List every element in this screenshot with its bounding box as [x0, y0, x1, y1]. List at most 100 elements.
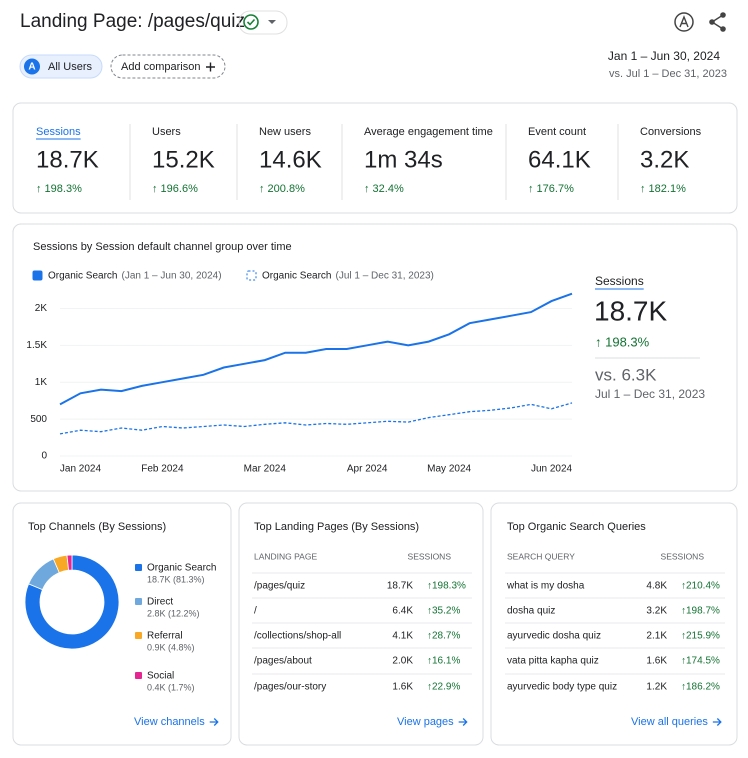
- pages-card: [238, 502, 484, 746]
- link[interactable]: View pages: [397, 716, 454, 728]
- row-name[interactable]: /collections/shop-all: [254, 631, 341, 642]
- row-value: 1.6K: [392, 682, 413, 693]
- y-tick-label: 1.5K: [26, 340, 47, 351]
- value-label: 18.7K (81.3%): [147, 574, 205, 584]
- chart-card: [12, 223, 738, 492]
- row-value: 6.4K: [392, 606, 413, 617]
- row-name[interactable]: /pages/our-story: [254, 682, 326, 693]
- column-header: SESSIONS: [661, 551, 705, 561]
- metric-value: 14.6K: [259, 146, 322, 173]
- summary-label[interactable]: Sessions: [595, 274, 644, 288]
- row-value: 4.8K: [646, 581, 667, 592]
- metric-change: ↑ 198.3%: [36, 183, 82, 195]
- metric-change: ↑ 196.6%: [152, 183, 198, 195]
- row-name[interactable]: ayurvedic body type quiz: [507, 682, 617, 693]
- row-name[interactable]: what is my dosha: [506, 581, 585, 592]
- insights-icon[interactable]: [674, 12, 694, 32]
- segment-chip[interactable]: [19, 54, 103, 79]
- segment-badge: A: [28, 62, 35, 73]
- add-comparison[interactable]: [110, 54, 226, 79]
- column-header: SESSIONS: [408, 551, 452, 561]
- metric-value: 3.2K: [640, 146, 689, 173]
- link-arrow: [712, 718, 722, 726]
- row-value: 4.1K: [392, 631, 413, 642]
- row-change: ↑174.5%: [681, 656, 720, 667]
- legend-swatch: [135, 672, 142, 679]
- status-dropdown[interactable]: [238, 10, 288, 35]
- row-change: ↑210.4%: [681, 581, 720, 592]
- metrics: Sessions 18.7K ↑ 198.3% Users 15.2K ↑ 196.6% N…: [36, 124, 702, 200]
- row-value: 1.6K: [646, 656, 667, 667]
- metrics-card: [12, 102, 738, 214]
- metric-label[interactable]: New users: [259, 126, 311, 138]
- row-change: ↑198.7%: [681, 606, 720, 617]
- queries-card: [490, 502, 738, 746]
- metric-value: 64.1K: [528, 146, 591, 173]
- link[interactable]: View channels: [134, 716, 205, 728]
- table-title: Top Organic Search Queries: [507, 521, 646, 533]
- metric-label[interactable]: Event count: [528, 126, 586, 138]
- pie-slice: [24, 554, 120, 650]
- date-range: Jan 1 – Jun 30, 2024: [608, 49, 720, 63]
- legend-period: (Jan 1 – Jun 30, 2024): [121, 271, 221, 282]
- row-change: ↑22.9%: [427, 682, 460, 693]
- metric-label[interactable]: Conversions: [640, 126, 702, 138]
- row-change: ↑215.9%: [681, 631, 720, 642]
- metric-value: 15.2K: [152, 146, 215, 173]
- x-tick-label: Mar 2024: [244, 464, 287, 475]
- row-value: 2.0K: [392, 656, 413, 667]
- legend-swatch: [32, 270, 43, 281]
- share-icon[interactable]: [709, 12, 726, 32]
- metric-label[interactable]: Average engagement time: [364, 126, 493, 138]
- row-change: ↑35.2%: [427, 606, 460, 617]
- page-title: Landing Page: /pages/quiz: [20, 11, 245, 32]
- row-name[interactable]: /pages/about: [254, 656, 312, 667]
- legend-label: Social: [147, 671, 174, 682]
- row-change: ↑28.7%: [427, 631, 460, 642]
- link[interactable]: View all queries: [631, 716, 708, 728]
- chart-title: Top Channels (By Sessions): [28, 521, 166, 533]
- x-tick-label: Jun 2024: [531, 464, 573, 475]
- metric-change: ↑ 182.1%: [640, 183, 686, 195]
- row-value: 18.7K: [387, 581, 413, 592]
- value-label: 0.9K (4.8%): [147, 642, 195, 652]
- row-name[interactable]: vata pitta kapha quiz: [507, 656, 599, 667]
- tables: Top Landing Pages (By Sessions) LANDING P…: [252, 521, 725, 728]
- segment-badge-bg: [24, 58, 40, 75]
- metric-change: ↑ 32.4%: [364, 183, 404, 195]
- link-arrow: [209, 718, 219, 726]
- add-comparison-label: Add comparison: [121, 61, 201, 73]
- metric-label[interactable]: Users: [152, 126, 181, 138]
- series-line: [59, 292, 573, 406]
- legend-label: Direct: [147, 597, 173, 608]
- row-value: 1.2K: [646, 682, 667, 693]
- row-name[interactable]: ayurvedic dosha quiz: [507, 631, 601, 642]
- x-tick-label: May 2024: [427, 464, 471, 475]
- row-change: ↑16.1%: [427, 656, 460, 667]
- y-tick-label: 500: [30, 414, 47, 425]
- legend-label: Organic Search: [147, 563, 216, 574]
- insights-glyph: [679, 15, 689, 28]
- series-line: [59, 402, 573, 435]
- metric-value: 18.7K: [36, 146, 99, 173]
- metric-label[interactable]: Sessions: [36, 126, 81, 138]
- row-name[interactable]: dosha quiz: [507, 606, 555, 617]
- plus-icon: [206, 62, 215, 72]
- chart-title: Sessions by Session default channel grou…: [33, 241, 292, 253]
- link-arrow: [458, 718, 468, 726]
- status-check: [246, 18, 256, 26]
- table-title: Top Landing Pages (By Sessions): [254, 521, 419, 533]
- row-value: 2.1K: [646, 631, 667, 642]
- status-icon: [243, 14, 259, 30]
- dropdown-arrow: [268, 20, 276, 24]
- row-change: ↑186.2%: [681, 682, 720, 693]
- row-name[interactable]: /pages/quiz: [254, 581, 305, 592]
- legend-period: (Jul 1 – Dec 31, 2023): [335, 271, 433, 282]
- metric-change: ↑ 200.8%: [259, 183, 305, 195]
- legend-label: Referral: [147, 631, 183, 642]
- legend-label: Organic Search: [48, 271, 117, 282]
- value-label: 2.8K (12.2%): [147, 608, 200, 618]
- row-name[interactable]: /: [254, 606, 257, 617]
- column-header: SEARCH QUERY: [507, 551, 575, 561]
